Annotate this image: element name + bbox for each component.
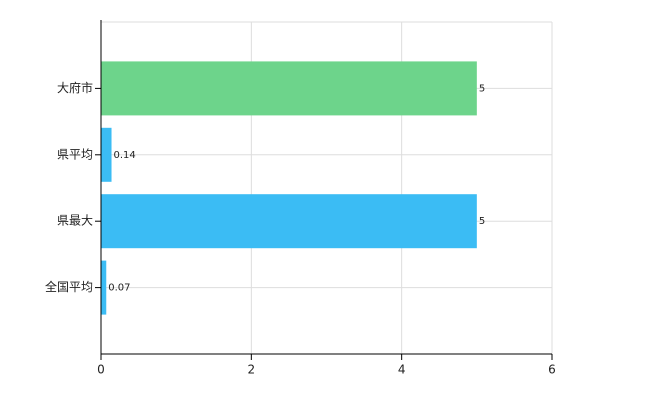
x-tick-label: 2 xyxy=(248,363,256,377)
y-tick-label: 全国平均 xyxy=(45,279,93,294)
bar xyxy=(101,127,112,182)
x-tick-label: 6 xyxy=(548,363,556,377)
value-label: 5 xyxy=(479,83,485,94)
value-label: 5 xyxy=(479,216,485,227)
x-tick-label: 0 xyxy=(97,363,105,377)
bar xyxy=(101,260,107,315)
value-label: 0.07 xyxy=(108,283,130,294)
bar xyxy=(101,194,477,249)
value-label: 0.14 xyxy=(114,150,136,161)
bar xyxy=(101,61,477,116)
y-tick-label: 県最大 xyxy=(57,214,93,228)
y-tick-label: 県平均 xyxy=(57,147,93,161)
x-tick-label: 4 xyxy=(398,363,406,377)
y-tick-label: 大府市 xyxy=(57,80,93,95)
